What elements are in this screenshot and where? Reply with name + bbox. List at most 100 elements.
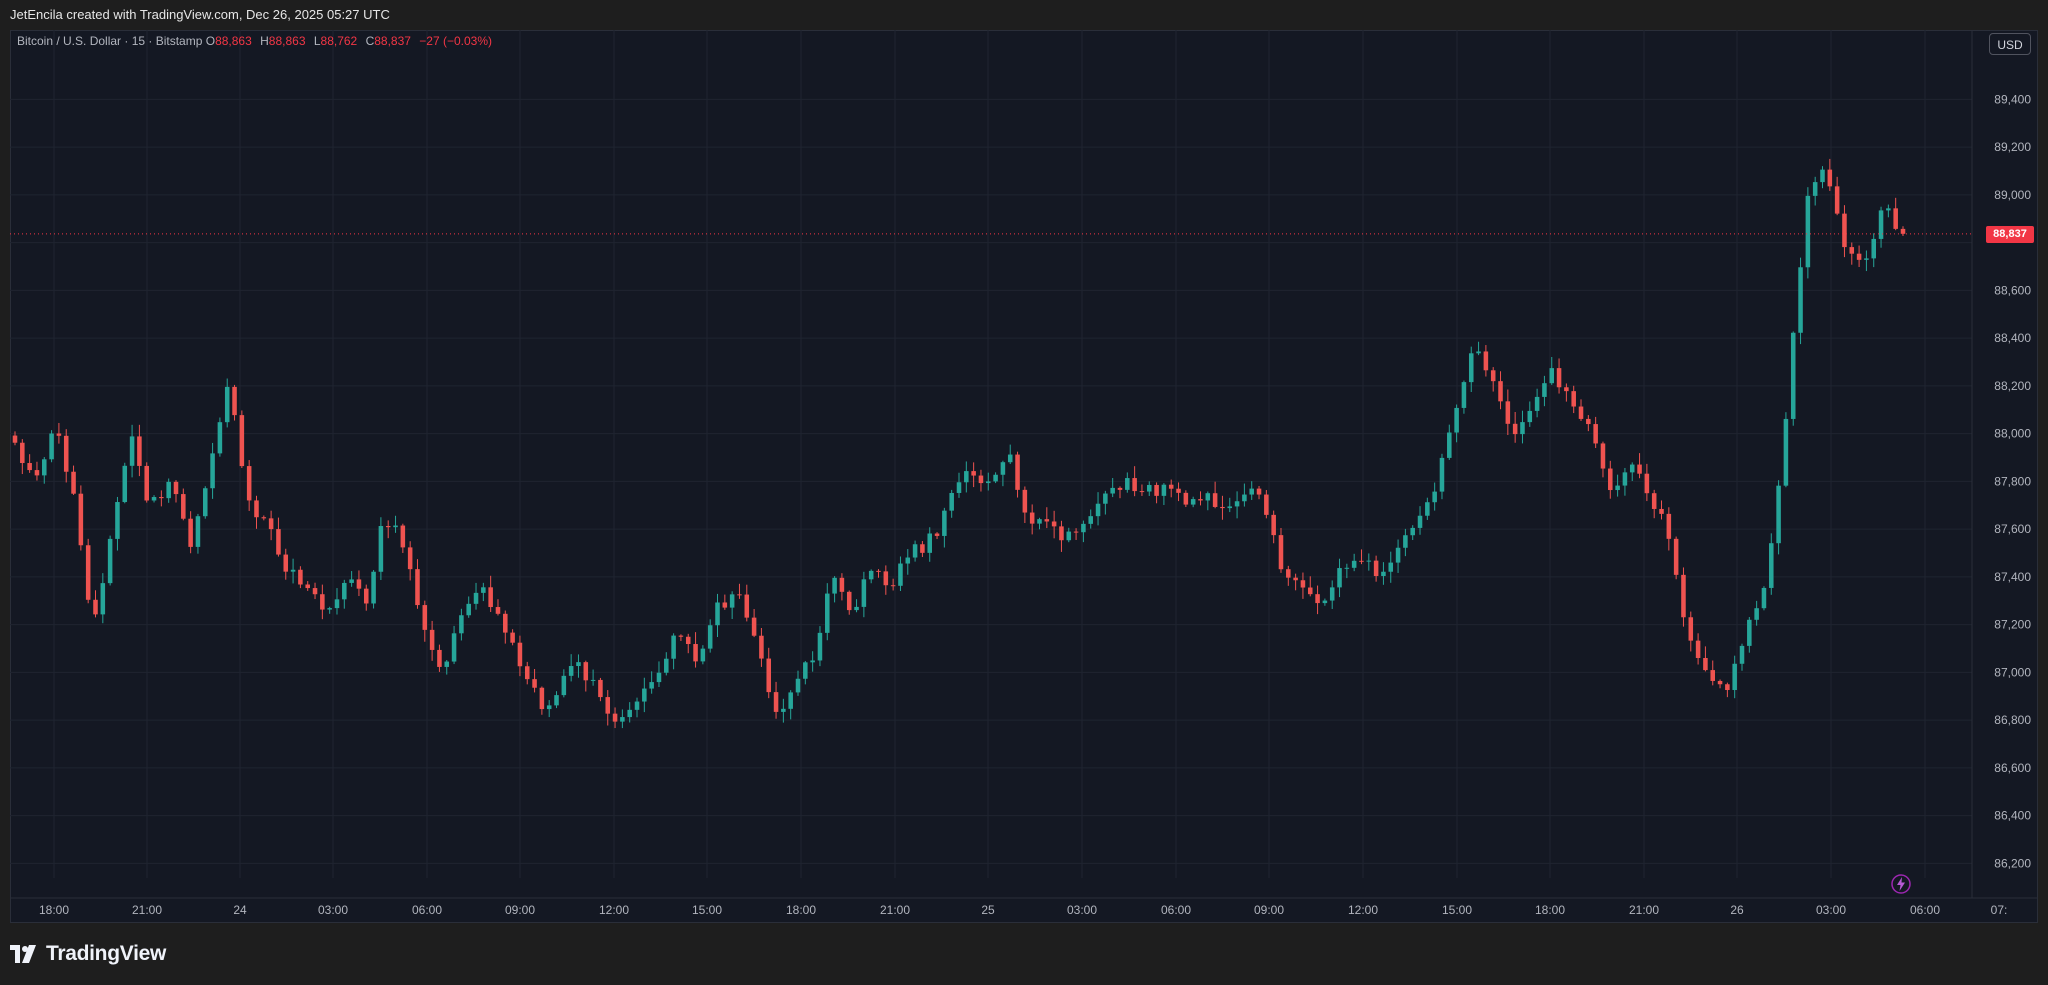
candle-body: [1227, 506, 1233, 509]
candle-body: [1542, 383, 1547, 397]
candle-body: [678, 635, 684, 637]
candle-body: [1366, 560, 1372, 562]
candle-body: [261, 517, 267, 519]
candle-body: [1044, 519, 1050, 522]
candle-body: [1088, 516, 1093, 524]
candle-body: [1322, 600, 1328, 604]
candle-body: [576, 662, 581, 667]
candle-body: [188, 518, 193, 547]
candle-body: [93, 599, 98, 615]
candle-body: [788, 692, 793, 709]
brand[interactable]: TradingView: [10, 941, 166, 967]
candle-body: [751, 617, 757, 636]
candle-body: [305, 584, 310, 589]
price-chart[interactable]: 89,400 89,200 89,000 88,600 88,400 88,200 88,0…: [10, 30, 2038, 923]
candle-body: [927, 533, 932, 553]
candle-body: [1125, 478, 1130, 490]
footer-bar: [0, 923, 2048, 985]
candle-body: [971, 471, 976, 476]
candle-body: [568, 666, 574, 676]
candle-body: [1307, 587, 1313, 595]
candle-body: [1037, 519, 1042, 524]
candle-body: [71, 471, 76, 494]
candle-body: [737, 594, 742, 596]
candle-body: [817, 632, 823, 661]
candle-body: [634, 701, 640, 710]
currency-button[interactable]: USD: [1989, 33, 2031, 55]
candle-body: [1461, 382, 1467, 408]
candle-body: [1154, 484, 1159, 496]
candle-body: [1886, 208, 1891, 211]
candle-body: [1893, 208, 1898, 229]
x-tick-label: 06:00: [412, 903, 442, 917]
candle-body: [1198, 499, 1203, 501]
candle-body: [356, 579, 362, 589]
candle-body: [63, 435, 69, 472]
candle-body: [1571, 391, 1576, 407]
symbol-legend[interactable]: Bitcoin / U.S. Dollar · 15 · Bitstamp O8…: [17, 34, 497, 48]
candle-body: [298, 569, 303, 585]
y-tick-label: 89,200: [1994, 140, 2031, 154]
candle-body: [151, 497, 157, 501]
candle-body: [1651, 493, 1657, 509]
candle-body: [1359, 560, 1364, 562]
candle-body: [1000, 462, 1006, 475]
candle-body: [1432, 491, 1437, 503]
candle-body: [868, 570, 874, 580]
y-tick-label: 86,600: [1994, 761, 2031, 775]
candle-body: [546, 705, 552, 710]
candle-body: [803, 662, 808, 679]
candle-body: [385, 526, 391, 528]
candle-body: [1593, 424, 1598, 444]
candle-body: [1769, 543, 1774, 588]
chart-frame[interactable]: [10, 30, 2038, 923]
candle-body: [1849, 247, 1855, 254]
candle-body: [612, 713, 618, 722]
candle-body: [42, 459, 47, 476]
candle-body: [598, 679, 603, 698]
candle-body: [942, 510, 947, 536]
candle-body: [1073, 531, 1079, 533]
candle-body: [825, 593, 830, 633]
candle-body: [1834, 186, 1840, 214]
x-tick-label: 06:00: [1161, 903, 1191, 917]
candle-body: [1212, 493, 1218, 507]
candle-body: [1856, 253, 1862, 260]
candle-body: [1549, 368, 1555, 384]
x-tick-label: 09:00: [1254, 903, 1284, 917]
candle-body: [876, 570, 881, 572]
candle-body: [1820, 169, 1825, 183]
candle-body: [773, 692, 779, 712]
candle-body: [642, 688, 647, 702]
lightning-bolt-icon[interactable]: [1889, 872, 1913, 896]
candle-body: [393, 525, 398, 528]
candle-body: [107, 538, 113, 584]
candle-body: [1403, 535, 1408, 548]
candle-body: [846, 591, 852, 611]
candle-body: [912, 544, 918, 558]
candle-body: [371, 571, 376, 604]
candle-body: [1132, 478, 1137, 492]
candle-body: [744, 594, 750, 618]
candle-body: [1498, 381, 1503, 402]
candle-body: [920, 544, 925, 553]
price-axis[interactable]: 89,400 89,200 89,000 88,600 88,400 88,200 88,0…: [1994, 92, 2031, 870]
candle-body: [861, 579, 867, 607]
time-axis[interactable]: 18:00 21:00 24 03:00 06:00 09:00 12:00 15:00 18:…: [39, 903, 2007, 917]
candle-body: [1015, 454, 1020, 490]
candle-body: [276, 529, 281, 555]
candle-body: [671, 635, 676, 659]
candle-body: [1717, 680, 1723, 685]
candle-body: [590, 679, 596, 681]
candle-body: [1249, 488, 1254, 495]
candle-body: [1007, 454, 1013, 463]
symbol-name[interactable]: Bitcoin / U.S. Dollar · 15 · Bitstamp: [17, 34, 203, 48]
candle-body: [78, 493, 84, 546]
x-tick-label: 26: [1730, 903, 1744, 917]
candle-body: [49, 433, 54, 460]
brand-name: TradingView: [46, 942, 167, 965]
candle-body: [620, 717, 625, 722]
x-tick-label: 03:00: [318, 903, 348, 917]
candle-body: [1439, 457, 1445, 492]
candle-body: [1805, 195, 1811, 268]
